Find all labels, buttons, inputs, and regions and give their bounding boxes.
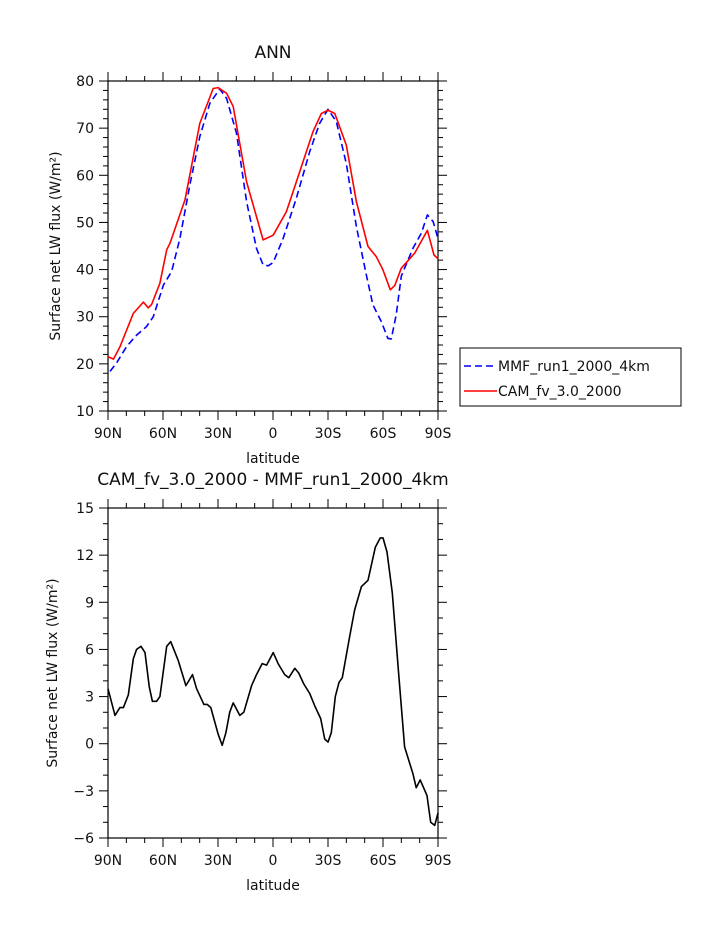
bottom-x-tick-label: 30S: [315, 853, 342, 869]
top-y-tick-label: 20: [76, 357, 94, 373]
top-x-tick-label: 90S: [425, 426, 452, 442]
top-plot-frame: [107, 80, 439, 412]
top-plot: 90N 60N 30N 0 30S 60S 90S 10 20 30 40 50 60 70 80: [76, 72, 451, 442]
top-y-tick-label: 80: [76, 74, 94, 90]
top-x-tick-label: 60S: [370, 426, 397, 442]
bottom-y-tick-label: 0: [85, 737, 94, 753]
bottom-plot: 90N 60N 30N 0 30S 60S 90S −6 −3 0 3 6 9 12 15: [73, 499, 451, 869]
bottom-y-tick-label: 3: [85, 690, 94, 706]
bottom-x-tick-label: 30N: [204, 853, 232, 869]
top-y-axis-label: Surface net LW flux (W/m²): [48, 151, 64, 340]
legend: MMF_run1_2000_4km CAM_fv_3.0_2000: [459, 347, 682, 407]
bottom-y-tick-label: 12: [76, 548, 94, 564]
bottom-y-axis-label: Surface net LW flux (W/m²): [45, 578, 61, 767]
legend-label-cam: CAM_fv_3.0_2000: [498, 384, 622, 400]
top-series-line-cam-fv-3-0-2000: [107, 86, 439, 360]
bottom-y-tick-label: 6: [85, 642, 94, 658]
top-y-tick-label: 30: [76, 310, 94, 326]
bottom-x-tick-label: 90N: [94, 853, 122, 869]
bottom-x-tick-label: 90S: [425, 853, 452, 869]
top-x-tick-label: 30N: [204, 426, 232, 442]
top-chart-title: ANN: [254, 43, 291, 63]
top-series-line-mmf-run1-2000-4km: [109, 88, 439, 372]
bottom-series-line-difference: [107, 537, 439, 827]
bottom-x-tick-label: 0: [269, 853, 278, 869]
top-x-tick-label: 30S: [315, 426, 342, 442]
bottom-x-tick-label: 60N: [149, 853, 177, 869]
bottom-x-axis-label: latitude: [246, 878, 300, 894]
legend-box: [459, 347, 682, 407]
top-y-tick-label: 10: [76, 404, 94, 420]
bottom-chart-title: CAM_fv_3.0_2000 - MMF_run1_2000_4km: [97, 470, 448, 490]
top-x-tick-label: 0: [269, 426, 278, 442]
bottom-x-tick-label: 60S: [370, 853, 397, 869]
top-x-tick-label: 90N: [94, 426, 122, 442]
top-x-tick-label: 60N: [149, 426, 177, 442]
top-y-tick-label: 70: [76, 121, 94, 137]
top-y-tick-label: 60: [76, 168, 94, 184]
bottom-y-tick-label: −3: [73, 784, 94, 800]
bottom-y-tick-label: 15: [76, 501, 94, 517]
bottom-y-tick-label: −6: [73, 831, 94, 847]
top-y-tick-label: 40: [76, 263, 94, 279]
legend-label-mmf: MMF_run1_2000_4km: [498, 359, 650, 375]
top-y-tick-label: 50: [76, 215, 94, 231]
top-x-axis-label: latitude: [246, 451, 300, 467]
bottom-y-tick-label: 9: [85, 595, 94, 611]
